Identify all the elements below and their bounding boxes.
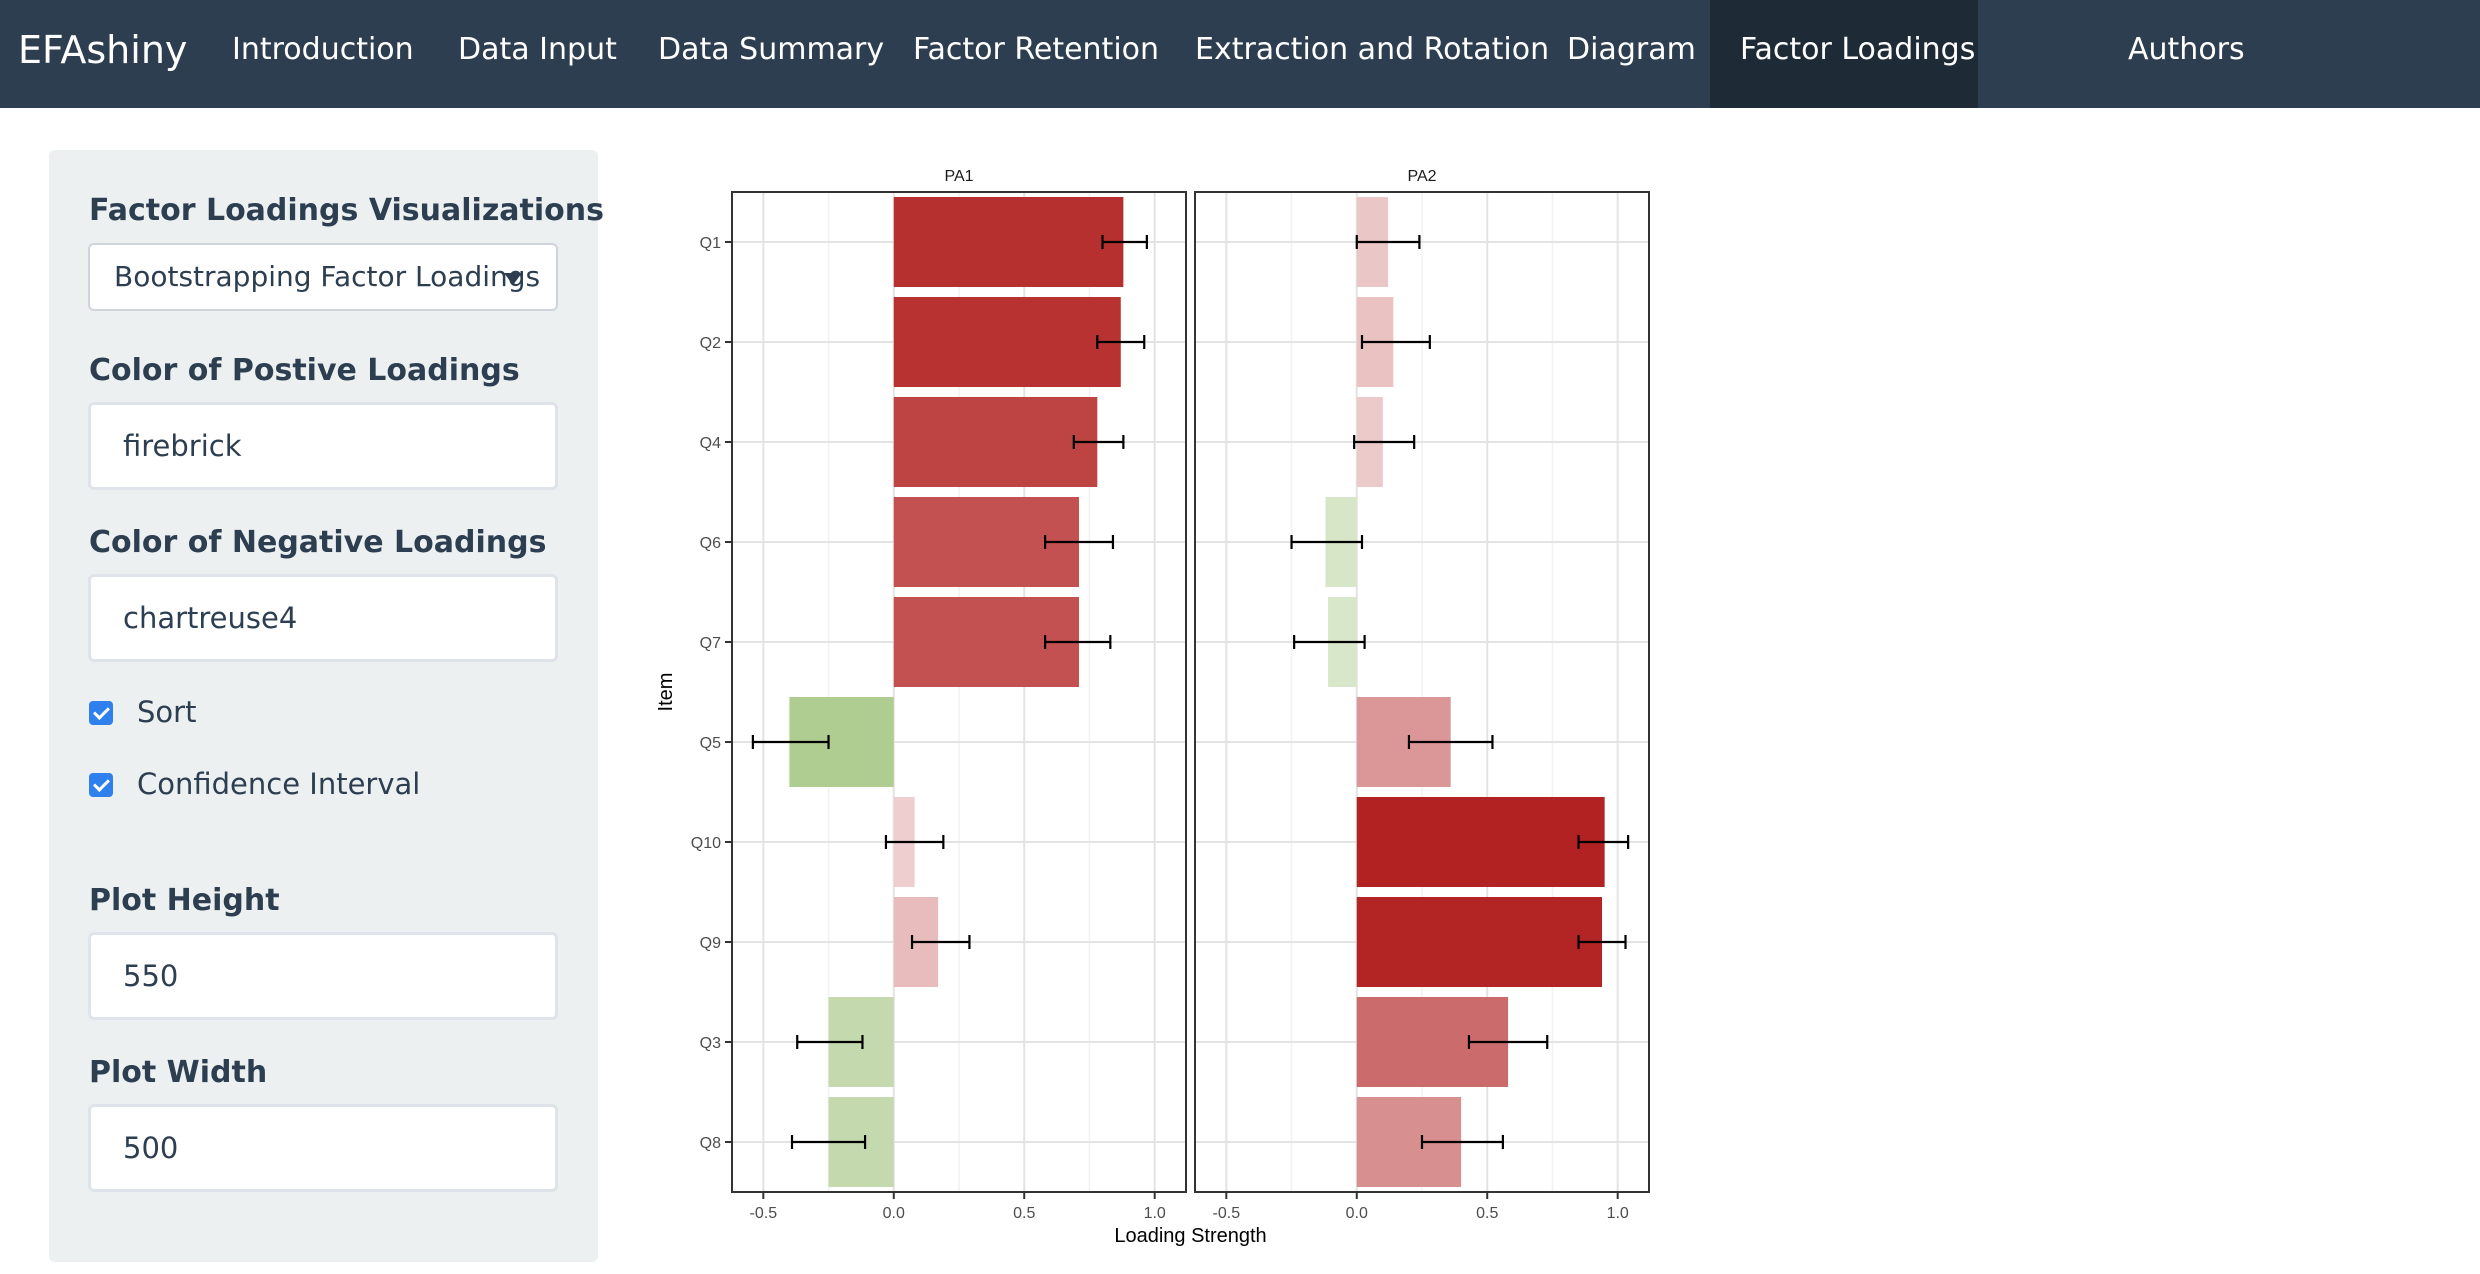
- x-axis-title: Loading Strength: [1114, 1225, 1266, 1247]
- x-tick-label: -0.5: [1213, 1205, 1241, 1222]
- panel-border: [731, 191, 1187, 1193]
- navbar: EFAshiny Introduction Data Input Data Su…: [0, 0, 2480, 108]
- x-tick-label: 0.5: [1013, 1205, 1035, 1222]
- plot-height-input[interactable]: 550: [88, 932, 558, 1020]
- sort-label: Sort: [137, 695, 197, 729]
- x-tick-label: 1.0: [1144, 1205, 1166, 1222]
- y-tick-label: Q1: [700, 235, 721, 252]
- viz-select[interactable]: Bootstrapping Factor Loadings: [88, 243, 558, 311]
- y-tick-label: Q9: [700, 935, 721, 952]
- neg-color-label: Color of Negative Loadings: [89, 525, 547, 560]
- sort-checkbox[interactable]: [89, 701, 113, 725]
- app-brand[interactable]: EFAshiny: [18, 28, 188, 72]
- tab-extraction-rotation[interactable]: Extraction and Rotation: [1195, 32, 1550, 67]
- bar-PA1-Q2: [893, 297, 1121, 387]
- chevron-down-icon: [504, 273, 522, 285]
- y-tick-label: Q3: [700, 1035, 721, 1052]
- y-tick-label: Q6: [700, 535, 721, 552]
- facet-label-PA2: PA2: [1407, 168, 1436, 185]
- sidebar-panel: Factor Loadings Visualizations Bootstrap…: [49, 150, 604, 1262]
- y-tick-label: Q10: [691, 835, 721, 852]
- plot-width-input[interactable]: 500: [88, 1104, 558, 1192]
- neg-color-input[interactable]: chartreuse4: [88, 574, 558, 662]
- tab-authors[interactable]: Authors: [2128, 32, 2245, 67]
- plot-height-label: Plot Height: [89, 883, 280, 918]
- bar-PA1-Q1: [893, 197, 1124, 287]
- x-tick-label: 0.0: [1346, 1205, 1368, 1222]
- panel-border: [1194, 191, 1650, 1193]
- y-axis-title: Item: [655, 673, 677, 712]
- facet-label-PA1: PA1: [944, 168, 973, 185]
- y-tick-label: Q4: [700, 435, 721, 452]
- y-tick-label: Q7: [700, 635, 721, 652]
- y-tick-label: Q2: [700, 335, 721, 352]
- tab-factor-retention[interactable]: Factor Retention: [913, 32, 1160, 67]
- tab-introduction[interactable]: Introduction: [232, 32, 414, 67]
- x-tick-label: 1.0: [1607, 1205, 1629, 1222]
- bar-PA1-Q4: [893, 397, 1098, 487]
- confidence-interval-label: Confidence Interval: [137, 767, 421, 801]
- y-tick-label: Q8: [700, 1135, 721, 1152]
- factor-loadings-chart: PA1 -0.5 0.0 0.5 1.0 PA2 -0.5 0.0 0.5 1.0 Q1 Q2 Q4 Q6…: [655, 168, 1650, 1247]
- tab-data-summary[interactable]: Data Summary: [658, 32, 885, 67]
- tab-diagram[interactable]: Diagram: [1567, 32, 1696, 67]
- x-tick-label: -0.5: [750, 1205, 778, 1222]
- bar-PA2-Q10: [1356, 797, 1605, 887]
- confidence-interval-checkbox[interactable]: [89, 773, 113, 797]
- viz-select-value: Bootstrapping Factor Loadings: [114, 260, 541, 293]
- pos-color-input[interactable]: firebrick: [88, 402, 558, 490]
- pos-color-label: Color of Postive Loadings: [89, 353, 520, 388]
- x-tick-label: 0.5: [1476, 1205, 1498, 1222]
- x-tick-label: 0.0: [883, 1205, 905, 1222]
- tab-data-input[interactable]: Data Input: [458, 32, 617, 67]
- tab-factor-loadings[interactable]: Factor Loadings: [1710, 0, 1978, 108]
- y-tick-label: Q5: [700, 735, 721, 752]
- bar-PA2-Q9: [1356, 897, 1603, 987]
- plot-width-label: Plot Width: [89, 1055, 268, 1090]
- viz-label: Factor Loadings Visualizations: [89, 193, 604, 228]
